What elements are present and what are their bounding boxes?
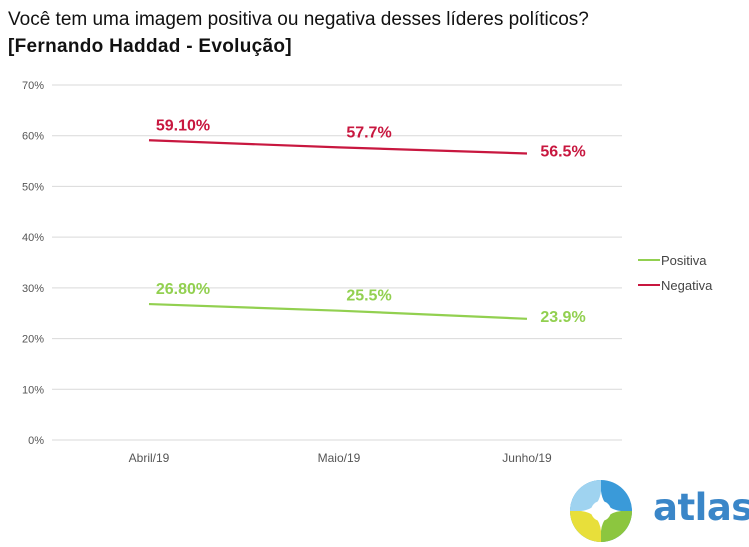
data-label-positiva: 23.9%: [540, 309, 585, 326]
x-axis-ticks: Abril/19 Maio/19 Junho/19: [129, 451, 552, 465]
data-label-positiva: 25.5%: [346, 288, 391, 305]
legend-label: Negativa: [661, 278, 713, 293]
legend-label: Positiva: [661, 253, 707, 268]
x-tick-label: Maio/19: [318, 451, 361, 465]
y-tick-label: 70%: [22, 80, 44, 92]
y-tick-label: 0%: [28, 435, 44, 447]
data-label-negativa: 57.7%: [346, 124, 391, 141]
grid-lines: [52, 84, 622, 441]
chart-title: Você tem uma imagem positiva ou negativa…: [8, 6, 738, 60]
title-question: Você tem uma imagem positiva ou negativa…: [8, 9, 589, 30]
series-lines: [148, 139, 528, 320]
x-tick-label: Junho/19: [502, 451, 552, 465]
data-label-negativa: 56.5%: [540, 143, 585, 160]
series-line-negativa: [148, 139, 528, 155]
x-tick-label: Abril/19: [129, 451, 170, 465]
y-tick-label: 30%: [22, 283, 44, 295]
y-axis-ticks: 0% 10% 20% 30% 40% 50% 60% 70%: [22, 80, 44, 447]
legend: Positiva Negativa: [638, 253, 713, 293]
series-line-positiva: [148, 302, 528, 320]
y-tick-label: 60%: [22, 131, 44, 143]
title-subject: [Fernando Haddad - Evolução]: [8, 36, 292, 57]
y-tick-label: 50%: [22, 181, 44, 193]
y-tick-label: 20%: [22, 334, 44, 346]
atlas-logo-text: atlas: [653, 486, 749, 529]
data-labels: 26.80% 25.5% 23.9% 59.10% 57.7% 56.5%: [156, 117, 586, 326]
data-label-negativa: 59.10%: [156, 117, 210, 134]
data-label-positiva: 26.80%: [156, 281, 210, 298]
y-tick-label: 40%: [22, 232, 44, 244]
y-tick-label: 10%: [22, 384, 44, 396]
atlas-logo-mark: [570, 480, 632, 542]
